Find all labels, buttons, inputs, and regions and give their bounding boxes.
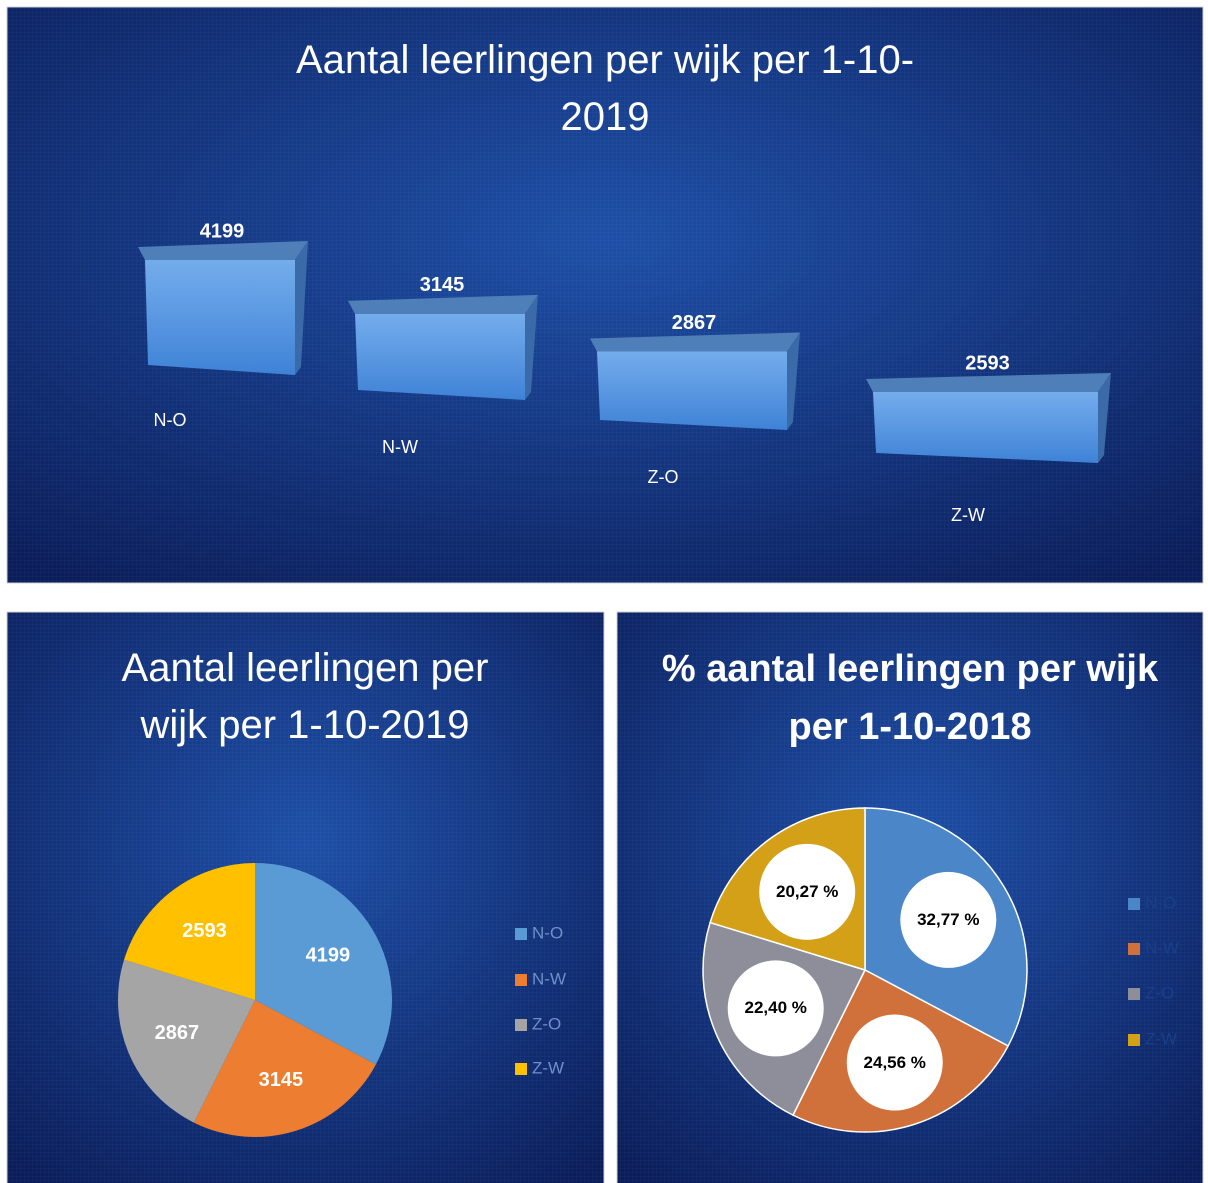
data-label-box: 32,77 %: [917, 909, 980, 929]
bar-side: [295, 241, 308, 375]
data-label: 2593: [182, 920, 227, 942]
chart-title-box: Aantal leerlingen per wijk per 1-10-2019: [121, 646, 489, 747]
data-label: 2867: [155, 1022, 200, 1044]
data-label: 32,77 %: [917, 909, 980, 929]
legend-swatch: [1128, 1034, 1140, 1046]
x-tick-label: N-W: [382, 437, 418, 457]
data-label: 3145: [259, 1069, 304, 1091]
label-bubble: [900, 871, 997, 968]
x-tick-label: N-O: [154, 410, 187, 430]
chart-title: % aantal leerlingen per wijk per 1-10-20…: [661, 648, 1159, 748]
bar: [145, 260, 295, 375]
bar-top: [590, 332, 800, 352]
legend-swatch: [515, 974, 527, 986]
legend-swatch: [1128, 988, 1140, 1000]
legend-label: N-W: [532, 969, 566, 988]
pie-slice: [193, 1000, 376, 1137]
data-label: 4199: [306, 945, 351, 967]
data-label-box: 24,56 %: [863, 1052, 926, 1072]
bar: [597, 351, 787, 430]
data-label: 2867: [672, 312, 717, 334]
data-label: 4199: [200, 220, 245, 242]
legend-label: Z-W: [1145, 1029, 1177, 1048]
bar: [873, 391, 1098, 463]
legend-label: N-O: [1145, 893, 1176, 912]
label-bubble: [846, 1014, 943, 1111]
legend-label: Z-O: [532, 1014, 561, 1033]
label-bubble: [759, 843, 856, 940]
legend-swatch: [515, 1019, 527, 1031]
legend-swatch: [1128, 898, 1140, 910]
bar-top: [138, 241, 308, 260]
data-label-box: 20,27 %: [775, 881, 839, 901]
bar-side: [1098, 372, 1111, 463]
x-tick-label: Z-O: [648, 467, 679, 487]
bar-side: [787, 332, 800, 430]
bar-top: [348, 294, 538, 314]
pie-slice: [118, 959, 255, 1123]
bar-side: [525, 294, 538, 400]
x-tick-label: Z-W: [951, 505, 985, 525]
pie-slice: [124, 863, 255, 1000]
pie-slice: [255, 863, 393, 1065]
bar: [355, 313, 525, 400]
chart-title-box: % aantal leerlingen per wijk per 1-10-20…: [661, 648, 1159, 748]
chart-title-box: Aantal leerlingen per wijk per 1-10-2019: [295, 38, 915, 139]
data-label: 24,56 %: [863, 1052, 926, 1072]
legend-label: N-O: [532, 923, 563, 942]
data-label: 20,27 %: [775, 881, 839, 901]
bar-top: [866, 372, 1111, 392]
data-label: 22,40 %: [744, 998, 807, 1018]
data-label: 2593: [965, 352, 1010, 374]
label-bubble: [727, 960, 824, 1057]
legend-label: Z-W: [532, 1058, 564, 1077]
legend-swatch: [1128, 943, 1140, 955]
data-label: 3145: [420, 274, 465, 296]
data-label-box: 22,40 %: [744, 998, 807, 1018]
chart-title: Aantal leerlingen per wijk per 1-10-2019: [295, 38, 915, 139]
legend-label: Z-O: [1145, 983, 1174, 1002]
chart-title: Aantal leerlingen per wijk per 1-10-2019: [121, 646, 489, 747]
legend-swatch: [515, 1063, 527, 1075]
legend-swatch: [515, 928, 527, 940]
legend-label: N-W: [1145, 938, 1179, 957]
